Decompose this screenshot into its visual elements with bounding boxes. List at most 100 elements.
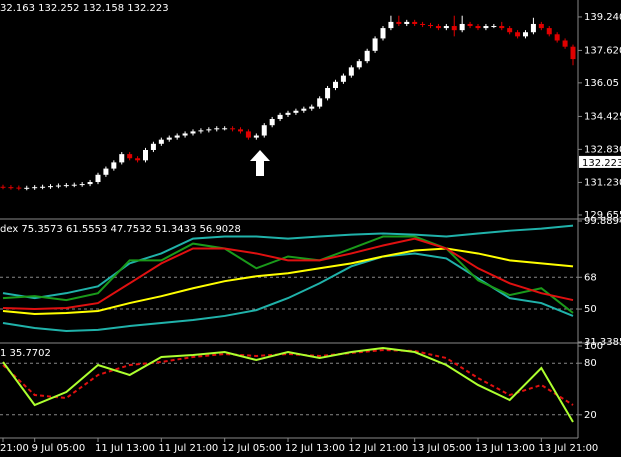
candle-body bbox=[523, 32, 528, 37]
candle-body bbox=[530, 23, 536, 33]
candle-body bbox=[71, 184, 77, 186]
candle-body bbox=[491, 26, 497, 28]
candle-body bbox=[309, 106, 315, 109]
y-tick-label: 139.240 bbox=[584, 12, 621, 23]
candle-body bbox=[554, 34, 560, 41]
candle-body bbox=[222, 128, 228, 130]
candle-body bbox=[55, 185, 61, 187]
candle-body bbox=[443, 26, 449, 29]
panel-header: 32.163 132.252 132.158 132.223 bbox=[0, 3, 169, 14]
y-tick-label: 129.655 bbox=[584, 210, 621, 221]
x-tick-label: 11 Jul 13:00 bbox=[95, 443, 155, 454]
x-tick-label: 12 Jul 13:00 bbox=[285, 443, 345, 454]
candle-body bbox=[499, 26, 505, 29]
x-tick-label: 11 Jul 21:00 bbox=[158, 443, 218, 454]
x-tick-label: 12 Jul 05:00 bbox=[222, 443, 282, 454]
candle-body bbox=[277, 114, 283, 120]
indicator-line bbox=[2, 349, 574, 406]
candle-body bbox=[562, 40, 568, 47]
candle-body bbox=[87, 182, 93, 185]
indicator-line bbox=[2, 237, 574, 311]
candle-body bbox=[119, 154, 125, 163]
candle-body bbox=[214, 128, 220, 130]
x-tick-label: 13 Jul 13:00 bbox=[475, 443, 535, 454]
candle-body bbox=[404, 21, 410, 24]
candle-body bbox=[245, 131, 251, 138]
candle-body bbox=[364, 50, 370, 62]
candle-body bbox=[63, 185, 69, 187]
candle-body bbox=[253, 135, 259, 138]
candle-body bbox=[150, 143, 156, 150]
indicator-line bbox=[2, 224, 574, 300]
candle-body bbox=[451, 26, 457, 31]
candle-body bbox=[380, 28, 386, 39]
candle-body bbox=[0, 186, 6, 188]
x-tick-label: 13 Jul 05:00 bbox=[412, 443, 472, 454]
candle-body bbox=[396, 21, 402, 24]
y-tick-label: 132.830 bbox=[584, 144, 621, 155]
y-tick-label: 68 bbox=[584, 272, 597, 283]
bid-label: 132.223 bbox=[582, 158, 621, 169]
candle-body bbox=[182, 133, 188, 136]
y-tick-label: 50 bbox=[584, 304, 597, 315]
candle-body bbox=[230, 128, 236, 130]
indicator-line bbox=[2, 252, 574, 332]
candle-body bbox=[372, 38, 378, 51]
candle-body bbox=[356, 61, 362, 68]
candle-body bbox=[333, 81, 338, 89]
candle-body bbox=[269, 119, 275, 126]
candle-body bbox=[8, 187, 14, 189]
panel-header: dex 75.3573 61.5553 47.7532 51.3433 56.9… bbox=[0, 224, 241, 235]
candle-body bbox=[293, 110, 299, 113]
candle-body bbox=[198, 130, 204, 132]
x-tick-label: 21:00 bbox=[0, 443, 29, 454]
indicator-line bbox=[2, 346, 574, 423]
candle-body bbox=[546, 28, 552, 35]
candle-body bbox=[135, 158, 141, 161]
candle-body bbox=[158, 139, 164, 144]
candle-body bbox=[301, 108, 307, 111]
candle-body bbox=[317, 98, 323, 107]
candle-body bbox=[261, 125, 267, 136]
candle-body bbox=[95, 174, 101, 183]
y-tick-label: 99.8894 bbox=[584, 216, 621, 227]
y-tick-label: 80 bbox=[584, 358, 597, 369]
candle-body bbox=[348, 67, 354, 76]
candle-body bbox=[459, 23, 465, 31]
candle-body bbox=[48, 186, 53, 188]
x-tick-label: 9 Jul 05:00 bbox=[32, 443, 86, 454]
candle-body bbox=[206, 129, 212, 131]
candle-body bbox=[238, 129, 243, 132]
panel-header: 1 35.7702 bbox=[0, 348, 51, 359]
candle-body bbox=[420, 23, 426, 25]
indicator-line bbox=[2, 247, 574, 316]
y-tick-label: 31.3385 bbox=[584, 337, 621, 348]
candle-body bbox=[190, 131, 196, 134]
candle-body bbox=[340, 75, 346, 82]
y-tick-label: 131.230 bbox=[584, 177, 621, 188]
y-tick-label: 137.620 bbox=[584, 45, 621, 56]
candle-body bbox=[483, 26, 489, 29]
candle-body bbox=[515, 32, 521, 37]
candle-body bbox=[127, 154, 133, 159]
x-tick-label: 12 Jul 21:00 bbox=[348, 443, 408, 454]
candle-body bbox=[285, 112, 291, 115]
candle-body bbox=[570, 46, 576, 60]
y-tick-label: 134.425 bbox=[584, 111, 621, 122]
y-tick-label: 136.05 bbox=[584, 78, 619, 89]
candle-body bbox=[475, 26, 481, 29]
candle-body bbox=[166, 137, 172, 140]
y-tick-label: 20 bbox=[584, 410, 597, 421]
candle-body bbox=[538, 23, 544, 29]
candle-body bbox=[467, 23, 473, 27]
candle-body bbox=[143, 149, 148, 161]
candle-body bbox=[507, 28, 513, 33]
bid-box bbox=[579, 155, 621, 168]
candle-body bbox=[103, 168, 109, 175]
x-tick-label: 13 Jul 21:00 bbox=[538, 443, 598, 454]
candle-body bbox=[325, 88, 331, 99]
candle-body bbox=[174, 135, 180, 138]
candle-body bbox=[412, 21, 418, 24]
